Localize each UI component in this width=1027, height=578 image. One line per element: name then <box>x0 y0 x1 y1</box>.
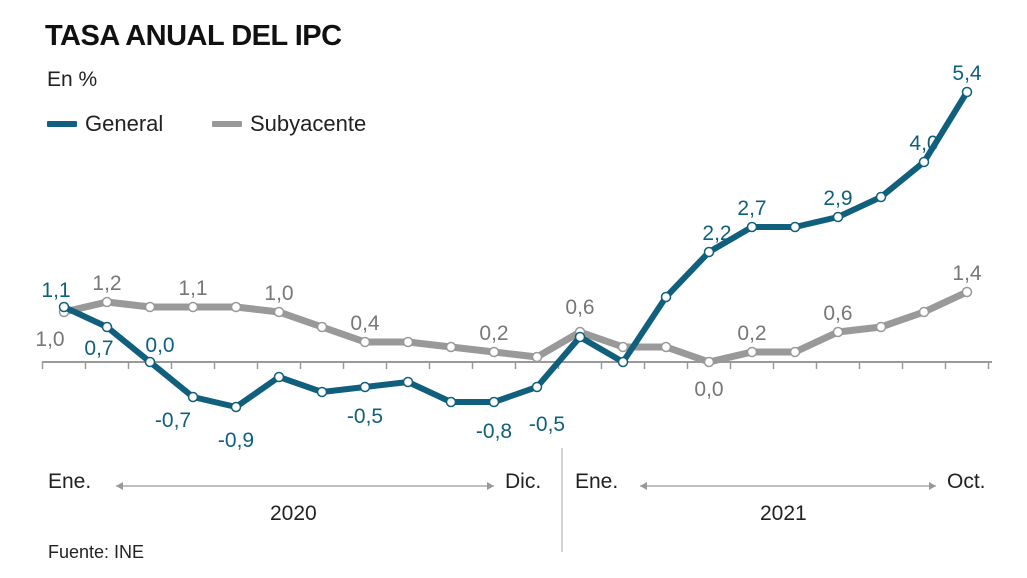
data-label-subyacente: 0,6 <box>565 296 594 319</box>
data-point-subyacente <box>531 351 543 363</box>
data-point-general <box>230 401 242 413</box>
data-point-general <box>875 191 887 203</box>
data-point-subyacente <box>445 341 457 353</box>
data-point-general <box>144 356 156 368</box>
legend-general: General <box>47 111 163 137</box>
legend-subyacente: Subyacente <box>212 111 366 137</box>
data-point-general <box>101 321 113 333</box>
data-label-subyacente: 1,1 <box>178 277 207 300</box>
data-label-general: -0,5 <box>347 405 383 428</box>
data-label-subyacente: 1,2 <box>92 272 121 295</box>
data-point-general <box>445 396 457 408</box>
data-label-general: -0,9 <box>218 429 254 452</box>
legend-label-general: General <box>85 111 164 136</box>
data-point-general <box>531 381 543 393</box>
data-point-general <box>574 331 586 343</box>
data-label-general: 2,7 <box>737 197 766 220</box>
data-point-subyacente <box>230 301 242 313</box>
data-point-general <box>187 391 199 403</box>
data-point-general <box>402 376 414 388</box>
data-point-subyacente <box>703 356 715 368</box>
data-label-general: 4,0 <box>909 132 938 155</box>
x-tick-label: Ene. <box>48 470 92 493</box>
data-point-general <box>488 396 500 408</box>
year-label-2021: 2021 <box>760 502 807 525</box>
data-point-general <box>58 301 70 313</box>
data-label-general: 2,9 <box>823 187 852 210</box>
data-point-subyacente <box>488 346 500 358</box>
data-point-general <box>316 386 328 398</box>
data-point-general <box>832 211 844 223</box>
data-point-subyacente <box>961 286 973 298</box>
legend-label-subyacente: Subyacente <box>250 111 367 136</box>
data-point-general <box>617 356 629 368</box>
data-label-subyacente: 1,0 <box>264 282 293 305</box>
data-label-general: 0,7 <box>84 337 113 360</box>
data-point-subyacente <box>359 336 371 348</box>
series-line-subyacente <box>63 288 969 366</box>
year-label-2020: 2020 <box>270 502 317 525</box>
data-label-subyacente: 1,4 <box>952 262 982 285</box>
unit-label: En % <box>47 68 98 91</box>
data-point-subyacente <box>617 341 629 353</box>
data-point-general <box>789 221 801 233</box>
arrow-2021 <box>640 482 936 490</box>
x-tick-label: Ene. <box>575 470 619 493</box>
data-label-general: 2,2 <box>702 222 731 245</box>
data-point-subyacente <box>660 341 672 353</box>
data-label-subyacente: 0,4 <box>350 312 380 335</box>
data-point-subyacente <box>789 346 801 358</box>
data-point-subyacente <box>316 321 328 333</box>
data-label-subyacente: 0,0 <box>694 378 723 401</box>
data-point-general <box>273 371 285 383</box>
arrow-2020 <box>116 482 494 490</box>
data-point-general <box>660 291 672 303</box>
data-point-subyacente <box>144 301 156 313</box>
data-point-subyacente <box>832 326 844 338</box>
data-point-general <box>359 381 371 393</box>
data-label-general: 1,1 <box>41 279 70 302</box>
data-point-general <box>703 246 715 258</box>
data-point-subyacente <box>918 306 930 318</box>
data-label-general: -0,7 <box>155 409 191 432</box>
data-point-subyacente <box>402 336 414 348</box>
data-point-general <box>746 221 758 233</box>
series-line-general <box>62 90 970 410</box>
legend-swatch-subyacente <box>212 121 242 127</box>
data-label-subyacente: 0,6 <box>823 302 852 325</box>
data-label-general: 0,0 <box>145 334 174 357</box>
data-label-general: 5,4 <box>952 62 982 85</box>
data-label-subyacente: 0,2 <box>479 322 508 345</box>
data-point-subyacente <box>187 301 199 313</box>
data-label-subyacente: 0,2 <box>737 322 766 345</box>
data-label-general: -0,5 <box>529 413 565 436</box>
data-point-subyacente <box>746 346 758 358</box>
legend-swatch-general <box>47 121 77 127</box>
data-point-general <box>961 86 973 98</box>
data-point-general <box>918 156 930 168</box>
source-note: Fuente: INE <box>48 542 145 562</box>
x-tick-label: Oct. <box>947 470 986 493</box>
data-point-subyacente <box>101 296 113 308</box>
x-tick-label: Dic. <box>505 470 542 493</box>
data-point-subyacente <box>273 306 285 318</box>
data-label-general: -0,8 <box>476 420 512 443</box>
data-label-subyacente: 1,0 <box>35 328 64 351</box>
data-point-subyacente <box>875 321 887 333</box>
chart-title: TASA ANUAL DEL IPC <box>45 20 342 52</box>
